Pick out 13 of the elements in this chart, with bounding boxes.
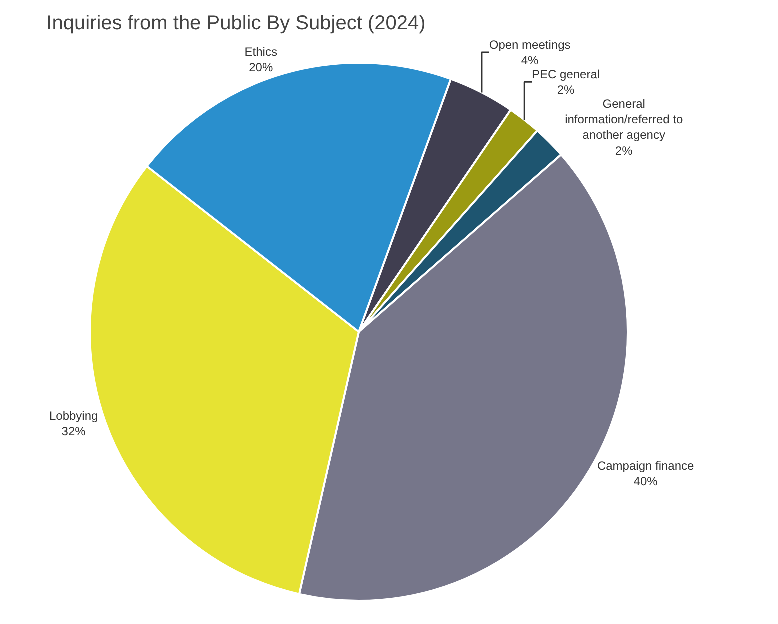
data-label: 32% <box>62 424 86 439</box>
data-label: 2% <box>557 82 576 97</box>
data-label: 2% <box>615 144 634 158</box>
slice-label: Campaign finance <box>597 458 695 473</box>
slice-label: PEC general <box>532 67 600 82</box>
data-label: 4% <box>521 53 540 68</box>
data-label: 20% <box>249 60 274 75</box>
slice-label: General information/referred to another agency <box>565 96 684 142</box>
slice-label: Lobbying <box>49 409 98 424</box>
slice-label: Open meetings <box>489 38 571 52</box>
data-label: 40% <box>634 474 658 488</box>
chart-title: Inquiries from the Public By Subject (2024) <box>46 12 426 35</box>
slice-label: Ethics <box>244 44 278 59</box>
